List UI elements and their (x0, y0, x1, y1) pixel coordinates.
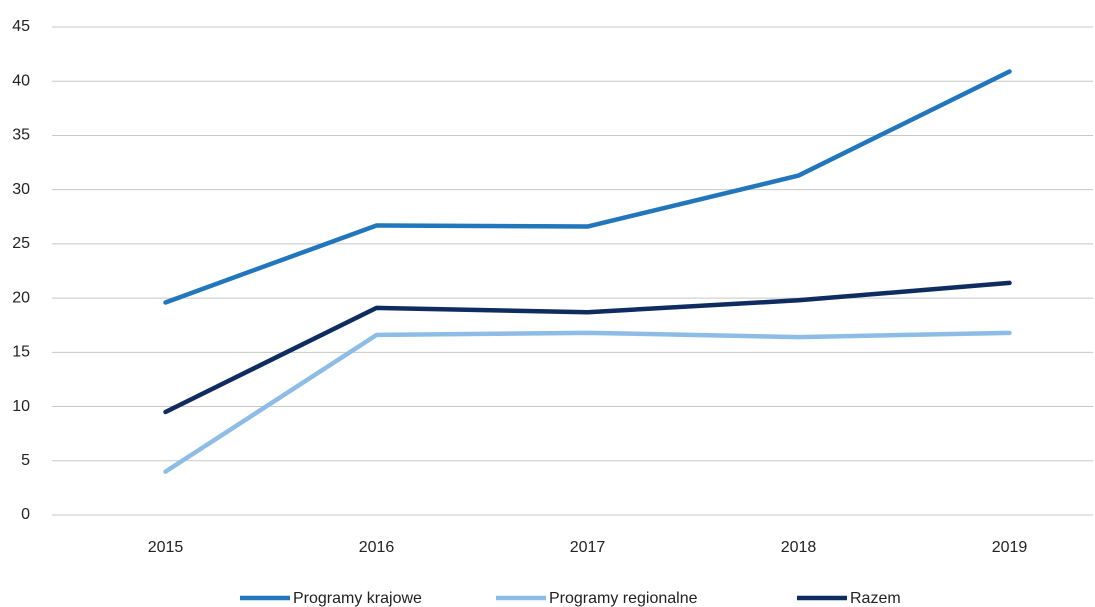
legend-label: Programy regionalne (549, 590, 698, 607)
series-line (163, 280, 1012, 415)
x-tick-label: 2017 (570, 539, 606, 556)
y-tick-label: 20 (12, 289, 30, 306)
legend-label: Razem (850, 590, 901, 607)
y-tick-label: 30 (12, 181, 30, 198)
x-tick-label: 2018 (781, 539, 817, 556)
x-tick-label: 2016 (359, 539, 395, 556)
series-line (163, 330, 1012, 474)
y-tick-label: 5 (21, 452, 30, 469)
y-tick-label: 0 (21, 506, 30, 523)
y-tick-label: 40 (12, 72, 30, 89)
y-tick-label: 35 (12, 127, 30, 144)
x-tick-label: 2019 (992, 539, 1028, 556)
legend-label: Programy krajowe (293, 590, 422, 607)
y-tick-label: 15 (12, 344, 30, 361)
y-tick-label: 25 (12, 235, 30, 252)
y-tick-label: 45 (12, 18, 30, 35)
x-tick-label: 2015 (148, 539, 184, 556)
y-tick-label: 10 (12, 398, 30, 415)
series-line (163, 69, 1012, 305)
